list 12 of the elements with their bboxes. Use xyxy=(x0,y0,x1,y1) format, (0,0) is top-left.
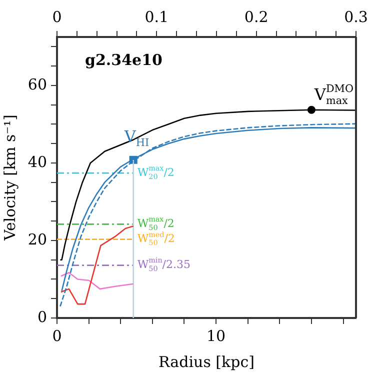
x-tick-label: 10 xyxy=(206,326,226,345)
x2-tick-label: 0.3 xyxy=(344,8,368,26)
annotation: g2.34e10 xyxy=(85,50,162,69)
x-axis-title: Radius [kpc] xyxy=(158,352,254,371)
y-tick-label: 20 xyxy=(28,230,47,248)
x2-tick-label: 0.1 xyxy=(144,8,169,26)
x2-tick-label: 0.2 xyxy=(244,8,268,26)
y-tick-label: 40 xyxy=(28,152,47,171)
y-tick-label: 60 xyxy=(28,75,47,94)
y-axis-title: Velocity [km s⁻¹] xyxy=(0,114,19,242)
x2-tick-label: 0 xyxy=(52,8,62,26)
y-tick-label: 0 xyxy=(37,308,47,326)
